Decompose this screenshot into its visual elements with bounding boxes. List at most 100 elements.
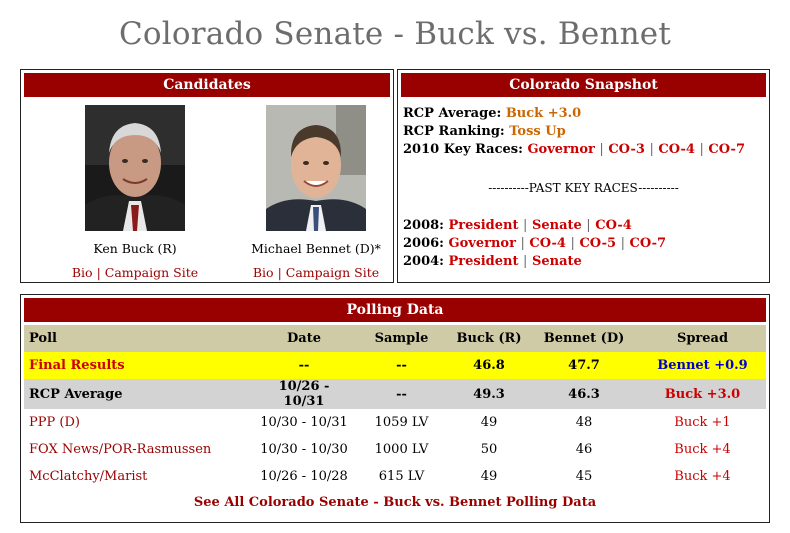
- poll-sample: --: [354, 379, 449, 409]
- past-2006-co7-link[interactable]: CO-7: [629, 236, 667, 251]
- key-race-link-governor[interactable]: Governor: [527, 142, 595, 157]
- rcp-average-line: RCP Average: Buck +3.0: [403, 105, 764, 123]
- rcp-ranking-value: Toss Up: [509, 124, 566, 139]
- poll-bennet: 46: [575, 442, 593, 457]
- candidate-bennet: Michael Bennet (D)* Bio | Campaign Site: [246, 105, 386, 280]
- poll-buck: 50: [480, 442, 498, 457]
- rcp-average-label: RCP Average:: [403, 106, 502, 121]
- past-2006-co4-link[interactable]: CO-4: [529, 236, 566, 251]
- table-row: McClatchy/Marist 10/26 - 10/28 615 LV 49…: [24, 463, 766, 490]
- candidate-buck: Ken Buck (R) Bio | Campaign Site: [65, 105, 205, 280]
- key-race-link-co4[interactable]: CO-4: [658, 142, 695, 157]
- poll-date: 10/30 - 10/31: [260, 415, 348, 430]
- past-2006-co5-link[interactable]: CO-5: [579, 236, 617, 251]
- poll-spread: Buck +1: [674, 415, 731, 430]
- table-row: FOX News/POR-Rasmussen 10/30 - 10/30 100…: [24, 436, 766, 463]
- column-header-buck[interactable]: Buck (R): [449, 325, 529, 352]
- poll-bennet: 45: [575, 469, 593, 484]
- past-2006-governor-link[interactable]: Governor: [448, 236, 516, 251]
- link-separator: |: [699, 142, 704, 157]
- column-header-sample[interactable]: Sample: [354, 325, 449, 352]
- bennet-links: Bio | Campaign Site: [246, 265, 386, 280]
- key-race-link-co3[interactable]: CO-3: [608, 142, 645, 157]
- past-2004-senate-link[interactable]: Senate: [531, 254, 582, 269]
- past-2004-president-link[interactable]: President: [448, 254, 519, 269]
- column-header-bennet[interactable]: Bennet (D): [529, 325, 639, 352]
- table-header-row: Poll Date Sample Buck (R) Bennet (D) Spr…: [24, 325, 766, 352]
- polling-header: Polling Data: [24, 298, 766, 322]
- poll-sample: 615 LV: [378, 469, 425, 484]
- past-year-label: 2004:: [403, 254, 444, 269]
- table-row: PPP (D) 10/30 - 10/31 1059 LV 49 48 Buck…: [24, 409, 766, 436]
- column-header-date[interactable]: Date: [254, 325, 354, 352]
- buck-links: Bio | Campaign Site: [65, 265, 205, 280]
- past-key-races-divider: ----------PAST KEY RACES----------: [488, 181, 679, 195]
- column-header-poll[interactable]: Poll: [24, 325, 254, 352]
- past-2008-line: 2008: President | Senate | CO-4: [403, 217, 764, 235]
- buck-campaign-link[interactable]: Campaign Site: [104, 265, 199, 280]
- link-separator: |: [599, 142, 604, 157]
- past-year-label: 2008:: [403, 218, 444, 233]
- column-header-spread[interactable]: Spread: [639, 325, 766, 352]
- page-title: Colorado Senate - Buck vs. Bennet: [119, 16, 671, 52]
- candidates-header: Candidates: [24, 73, 390, 97]
- past-2008-president-link[interactable]: President: [448, 218, 519, 233]
- poll-name-link[interactable]: FOX News/POR-Rasmussen: [29, 442, 212, 457]
- past-2008-senate-link[interactable]: Senate: [531, 218, 582, 233]
- key-races-label: 2010 Key Races:: [403, 142, 523, 157]
- poll-spread: Bennet +0.9: [639, 352, 766, 379]
- poll-date: --: [254, 352, 354, 379]
- bennet-campaign-link[interactable]: Campaign Site: [285, 265, 380, 280]
- link-separator: |: [523, 254, 528, 269]
- table-row-final-results: Final Results -- -- 46.8 47.7 Bennet +0.…: [24, 352, 766, 379]
- polling-panel: Polling Data Poll Date Sample Buck (R) B…: [20, 294, 770, 523]
- poll-buck: 49.3: [449, 379, 529, 409]
- see-all-polling-link[interactable]: See All Colorado Senate - Buck vs. Benne…: [193, 495, 597, 510]
- link-separator: |: [523, 218, 528, 233]
- poll-date: 10/26 - 10/31: [254, 379, 354, 409]
- poll-name-link[interactable]: PPP (D): [29, 415, 80, 430]
- link-separator: |: [570, 236, 575, 251]
- bennet-bio-link[interactable]: Bio: [252, 265, 274, 280]
- poll-name: RCP Average: [24, 379, 254, 409]
- past-2008-co4-link[interactable]: CO-4: [595, 218, 632, 233]
- poll-bennet: 46.3: [529, 379, 639, 409]
- snapshot-panel: Colorado Snapshot RCP Average: Buck +3.0…: [397, 69, 770, 283]
- buck-name: Ken Buck (R): [93, 241, 177, 256]
- poll-date: 10/26 - 10/28: [260, 469, 348, 484]
- candidates-panel: Candidates Ken Buck (R) Bio | Campaign S…: [20, 69, 394, 283]
- rcp-ranking-label: RCP Ranking:: [403, 124, 505, 139]
- poll-sample: 1059 LV: [374, 415, 429, 430]
- bennet-photo[interactable]: [266, 105, 366, 231]
- poll-buck: 46.8: [449, 352, 529, 379]
- poll-buck: 49: [480, 469, 498, 484]
- poll-sample: --: [354, 352, 449, 379]
- poll-sample: 1000 LV: [374, 442, 429, 457]
- snapshot-header: Colorado Snapshot: [401, 73, 766, 97]
- link-separator: |: [277, 265, 282, 280]
- buck-photo[interactable]: [85, 105, 185, 231]
- past-year-label: 2006:: [403, 236, 444, 251]
- poll-buck: 49: [480, 415, 498, 430]
- link-separator: |: [620, 236, 625, 251]
- poll-name-link[interactable]: McClatchy/Marist: [29, 469, 148, 484]
- link-separator: |: [649, 142, 654, 157]
- link-separator: |: [520, 236, 525, 251]
- key-race-link-co7[interactable]: CO-7: [708, 142, 745, 157]
- link-separator: |: [586, 218, 591, 233]
- poll-spread: Buck +3.0: [639, 379, 766, 409]
- link-separator: |: [96, 265, 101, 280]
- poll-spread: Buck +4: [674, 469, 731, 484]
- past-2006-line: 2006: Governor | CO-4 | CO-5 | CO-7: [403, 235, 764, 253]
- buck-bio-link[interactable]: Bio: [71, 265, 93, 280]
- poll-spread: Buck +4: [674, 442, 731, 457]
- bennet-name: Michael Bennet (D)*: [251, 241, 381, 256]
- rcp-ranking-line: RCP Ranking: Toss Up: [403, 123, 764, 141]
- poll-date: 10/30 - 10/30: [260, 442, 348, 457]
- table-row-rcp-average: RCP Average 10/26 - 10/31 -- 49.3 46.3 B…: [24, 379, 766, 409]
- rcp-average-value: Buck +3.0: [505, 106, 582, 121]
- past-2004-line: 2004: President | Senate: [403, 253, 764, 271]
- poll-name: Final Results: [24, 352, 254, 379]
- key-races-line: 2010 Key Races: Governor | CO-3 | CO-4 |…: [403, 141, 764, 159]
- polling-table: Poll Date Sample Buck (R) Bennet (D) Spr…: [24, 325, 766, 490]
